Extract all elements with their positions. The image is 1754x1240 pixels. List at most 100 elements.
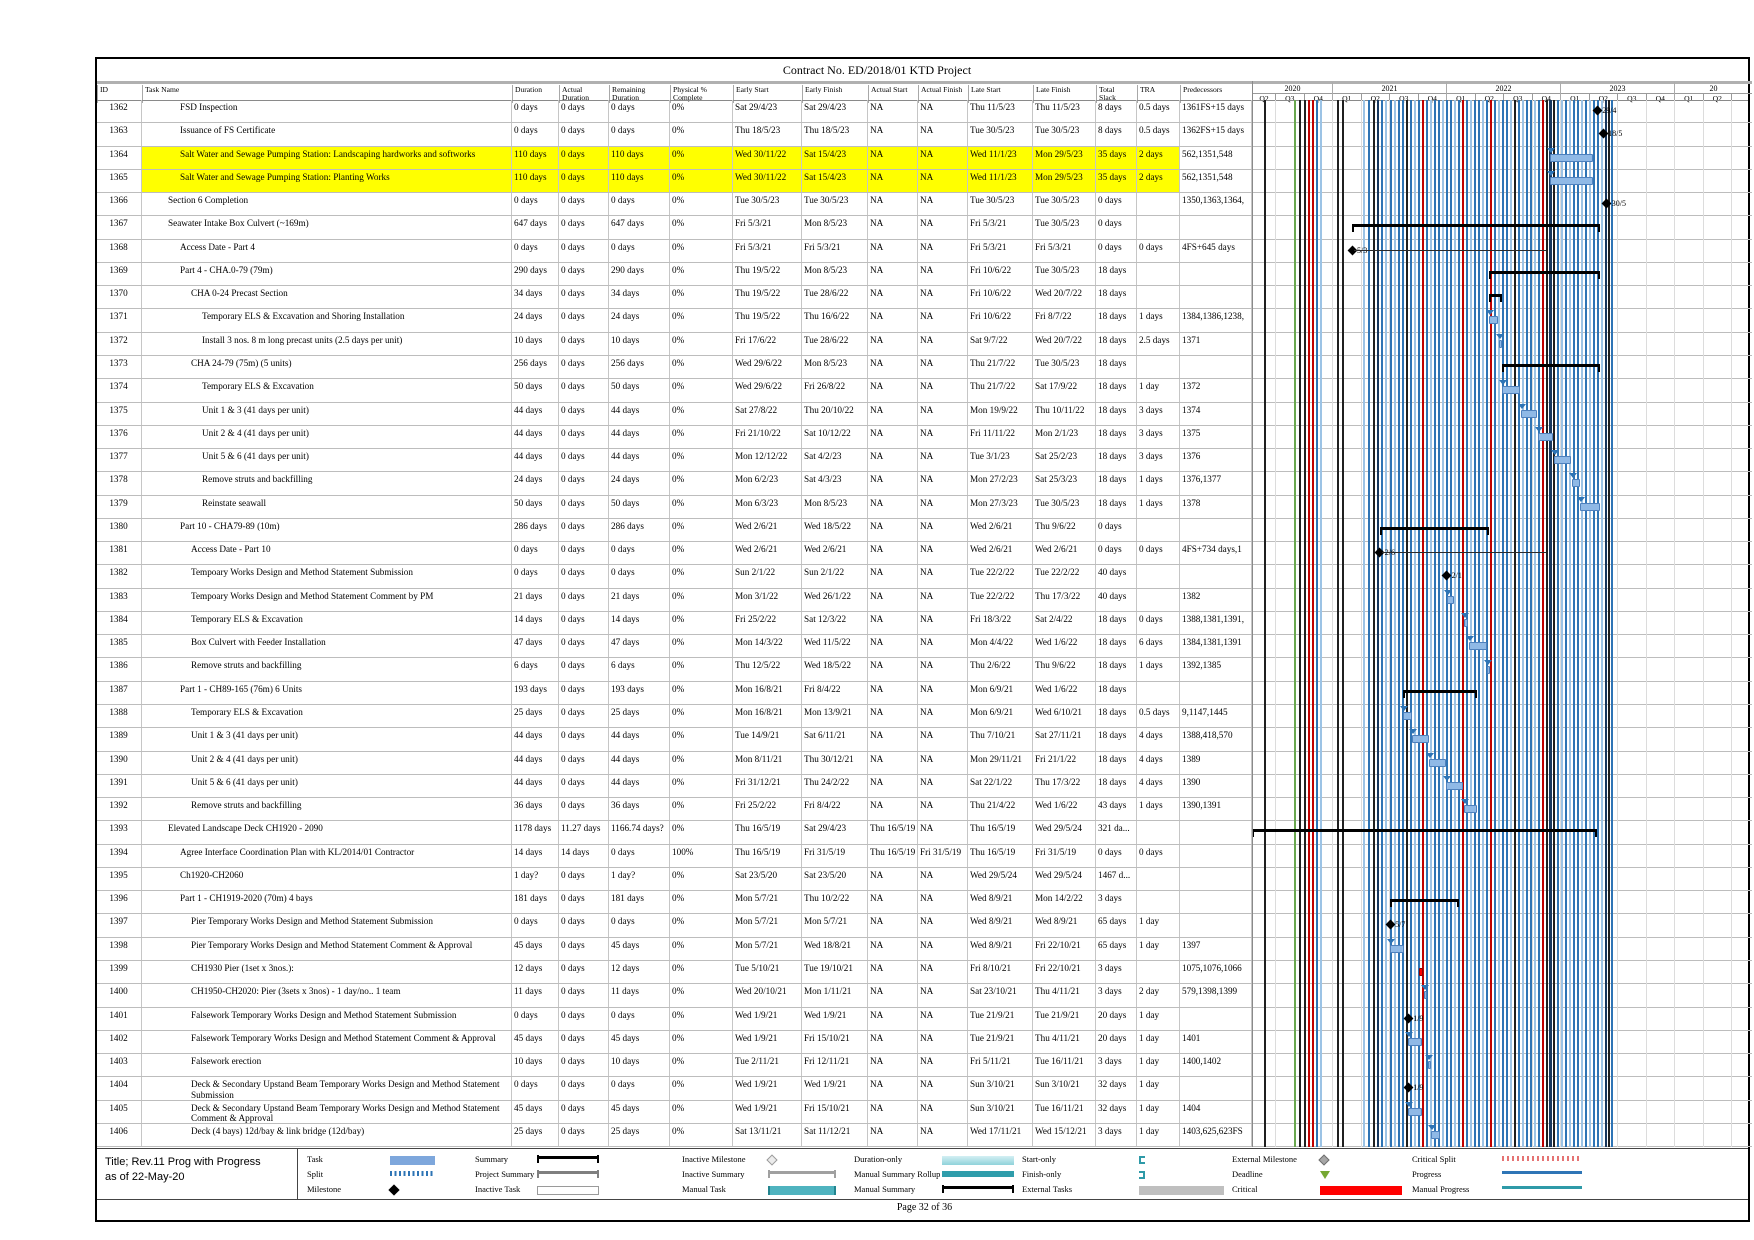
task-data-cell: NA [918, 937, 968, 960]
legend-label-external-tasks: External Tasks [1022, 1184, 1072, 1194]
task-data-cell: 1 day [1137, 379, 1180, 402]
task-data-cell [1180, 1007, 1252, 1030]
task-id-cell: 1384 [97, 611, 142, 635]
task-data-cell [1137, 518, 1180, 542]
task-data-cell: 0 days [559, 611, 609, 635]
task-data-cell: Mon 8/11/21 [733, 751, 802, 774]
task-data-cell: 0 days [609, 239, 670, 262]
task-data-cell: 1375 [1180, 425, 1252, 449]
task-data-cell: Mon 5/7/21 [733, 891, 802, 914]
task-data-cell: Sat 23/5/20 [802, 867, 868, 891]
task-data-cell: 18 days [1096, 751, 1137, 774]
table-row: 1375 Unit 1 & 3 (41 days per unit) 44 days… [97, 402, 1752, 426]
task-name-cell: CHA 24-79 (75m) (5 units) [142, 355, 512, 379]
task-data-cell: 1075,1076,1066 [1180, 960, 1252, 984]
task-data-cell: Mon 27/2/23 [968, 472, 1033, 495]
task-name-cell: Seawater Intake Box Culvert (~169m) [142, 216, 512, 239]
column-header-row: ID Task Name Duration Actual Duration Remain… [97, 81, 1253, 103]
task-name-cell: Unit 1 & 3 (41 days per unit) [142, 728, 512, 751]
task-data-cell: Fri 8/4/22 [802, 798, 868, 821]
timeline-quarter-2022-q3: Q3 [1503, 93, 1532, 103]
task-name-cell: Falsework Temporary Works Design and Met… [142, 1030, 512, 1054]
task-data-cell: Mon 8/5/23 [802, 495, 868, 518]
task-data-cell: Wed 2/6/21 [968, 518, 1033, 542]
task-data-cell: Wed 2/6/21 [733, 518, 802, 542]
task-data-cell: Wed 2/6/21 [1033, 542, 1096, 565]
task-data-cell: NA [868, 309, 918, 332]
task-name-cell: Deck & Secondary Upstand Beam Temporary … [142, 1077, 512, 1100]
task-data-cell: Tue 22/2/22 [968, 565, 1033, 588]
task-data-cell: 0% [670, 821, 733, 844]
table-row: 1400 CH1950-CH2020: Pier (3sets x 3nos) -… [97, 984, 1752, 1008]
task-data-cell: NA [868, 751, 918, 774]
task-data-cell: NA [918, 821, 968, 844]
task-data-cell: 0% [670, 146, 733, 169]
task-data-cell: 0 days [1137, 844, 1180, 867]
task-data-cell: NA [868, 542, 918, 565]
task-id-cell: 1386 [97, 658, 142, 681]
table-row: 1391 Unit 5 & 6 (41 days per unit) 44 days… [97, 774, 1752, 799]
task-data-cell: 24 days [512, 472, 559, 495]
task-data-cell: Sat 23/10/21 [968, 984, 1033, 1007]
task-data-cell: 0 days [559, 1100, 609, 1123]
task-data-cell: 10 days [609, 1054, 670, 1077]
task-data-cell: 24 days [609, 309, 670, 332]
task-data-cell: 0 days [559, 495, 609, 518]
task-data-cell: 0 days [512, 565, 559, 588]
legend-label-duration-only: Duration-only [854, 1154, 903, 1164]
task-data-cell: 1 day [1137, 937, 1180, 960]
task-data-cell: NA [868, 611, 918, 635]
task-data-cell: 44 days [609, 449, 670, 472]
header-divider [97, 100, 1748, 101]
task-data-cell: 0 days [559, 751, 609, 774]
task-data-cell: 50 days [512, 495, 559, 518]
task-data-cell: 0 days [559, 914, 609, 937]
task-data-cell: 0% [670, 355, 733, 379]
task-data-cell: 1376 [1180, 449, 1252, 472]
legend-label-inactive-summary: Inactive Summary [682, 1169, 745, 1179]
table-row: 1384 Temporary ELS & Excavation 14 days 0 d… [97, 611, 1752, 636]
task-data-cell: 0 days [559, 449, 609, 472]
task-data-cell: Fri 8/4/22 [802, 681, 868, 705]
task-data-cell: NA [868, 1007, 918, 1030]
task-data-cell: Thu 16/5/19 [733, 844, 802, 867]
task-data-cell: 0 days [1096, 518, 1137, 542]
table-row: 1403 Falsework erection 10 days 0 days 10 da… [97, 1054, 1752, 1078]
task-data-cell: 0 days [512, 1007, 559, 1030]
task-data-cell: 0% [670, 379, 733, 402]
task-data-cell: 4FS+645 days [1180, 239, 1252, 262]
task-data-cell: 0 days [559, 1077, 609, 1100]
task-data-cell: 3 days [1137, 425, 1180, 449]
legend-title-divider [297, 1148, 298, 1199]
task-data-cell: 0 days [1137, 239, 1180, 262]
task-data-cell: Fri 25/2/22 [733, 798, 802, 821]
task-name-cell: Unit 5 & 6 (41 days per unit) [142, 774, 512, 798]
task-data-cell: 3 days [1137, 449, 1180, 472]
task-data-cell: 0% [670, 472, 733, 495]
task-data-cell: 6 days [512, 658, 559, 681]
task-data-cell: NA [918, 1077, 968, 1100]
legend-swatch-manual-task-icon [768, 1186, 836, 1195]
task-data-cell: Mon 8/5/23 [802, 262, 868, 286]
task-data-cell: NA [868, 286, 918, 309]
task-name-cell: Elevated Landscape Deck CH1920 - 2090 [142, 821, 512, 844]
task-data-cell: Tue 14/9/21 [733, 728, 802, 751]
task-data-cell: 18 days [1096, 681, 1137, 705]
table-row: 1398 Pier Temporary Works Design and Meth… [97, 937, 1752, 961]
table-row: 1385 Box Culvert with Feeder Installation… [97, 635, 1752, 659]
task-data-cell: Fri 21/10/22 [733, 425, 802, 449]
table-row: 1388 Temporary ELS & Excavation 25 days 0 d… [97, 705, 1752, 729]
table-row: 1393 Elevated Landscape Deck CH1920 - 209… [97, 821, 1752, 845]
task-data-cell: Tue 30/5/23 [1033, 495, 1096, 518]
column-header-early-finish: Early Finish [802, 85, 868, 103]
task-data-cell: NA [918, 984, 968, 1007]
column-header-late-start: Late Start [968, 85, 1033, 103]
task-id-cell: 1376 [97, 425, 142, 449]
task-id-cell: 1373 [97, 355, 142, 379]
legend-swatch-manual-summary-rollup-icon [942, 1171, 1014, 1177]
task-data-cell: 0 days [559, 960, 609, 984]
task-name-cell: Temporary ELS & Excavation [142, 705, 512, 728]
task-data-cell: 25 days [609, 1123, 670, 1147]
task-data-cell: 0 days [559, 262, 609, 286]
task-id-cell: 1399 [97, 960, 142, 984]
